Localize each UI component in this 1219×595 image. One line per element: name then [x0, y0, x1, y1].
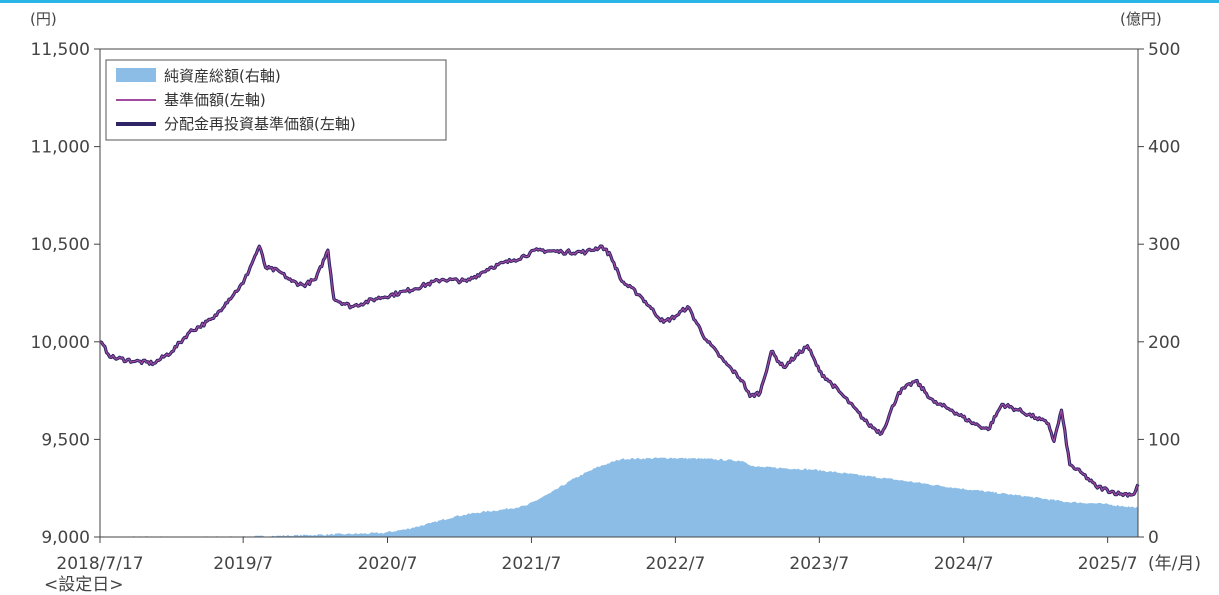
nav-line	[99, 245, 1139, 497]
x-tick-label: 2024/7	[934, 554, 994, 574]
right-tick-label: 0	[1148, 528, 1159, 548]
right-tick-label: 300	[1148, 235, 1180, 255]
start-date-note: <設定日>	[44, 575, 124, 595]
right-tick-label: 100	[1148, 430, 1180, 450]
legend-label-reinvested-nav: 分配金再投資基準価額(左軸)	[164, 115, 356, 133]
right-axis-unit: (億円)	[1120, 10, 1162, 28]
legend-label-net-assets: 純資産総額(右軸)	[164, 67, 281, 85]
top-accent-rule	[0, 0, 1219, 3]
left-tick-label: 10,000	[31, 333, 90, 353]
left-tick-label: 10,500	[31, 235, 90, 255]
right-tick-label: 200	[1148, 333, 1180, 353]
x-tick-label: 2018/7/17	[56, 554, 143, 574]
left-tick-label: 9,500	[41, 430, 90, 450]
left-tick-label: 11,500	[31, 40, 90, 60]
legend-swatch-net-assets	[116, 68, 156, 82]
net-assets-area-layer	[100, 457, 1138, 537]
x-tick-label: 2023/7	[789, 554, 849, 574]
x-tick-label: 2022/7	[645, 554, 705, 574]
left-tick-label: 9,000	[41, 528, 90, 548]
net-assets-area	[100, 457, 1138, 537]
left-tick-label: 11,000	[31, 138, 90, 158]
right-tick-label: 400	[1148, 138, 1180, 158]
axis-ticks-layer: 9,000 9,500 10,000 10,500 11,000 11,500 0 100 20…	[31, 40, 1181, 574]
reinvested-nav-line	[99, 244, 1140, 498]
legend-box	[105, 59, 447, 141]
nav-lines-layer	[99, 244, 1140, 498]
x-tick-label: 2019/7	[213, 554, 273, 574]
left-axis-unit: (円)	[30, 10, 57, 28]
legend: 純資産総額(右軸) 基準価額(左軸) 分配金再投資基準価額(左軸)	[105, 59, 447, 141]
x-tick-label: 2025/7	[1078, 554, 1138, 574]
x-tick-label: 2021/7	[502, 554, 562, 574]
right-tick-label: 500	[1148, 40, 1180, 60]
plot-frame	[99, 48, 1139, 538]
x-axis-unit: (年/月)	[1148, 554, 1201, 574]
legend-label-nav: 基準価額(左軸)	[164, 91, 266, 109]
x-tick-label: 2020/7	[358, 554, 418, 574]
